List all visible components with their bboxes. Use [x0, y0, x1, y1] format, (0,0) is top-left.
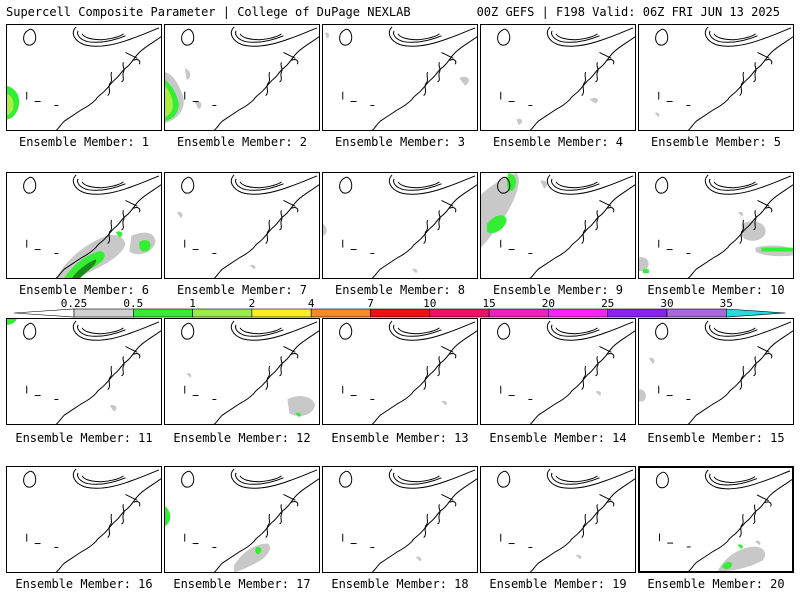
- ensemble-member-map-10[interactable]: [638, 172, 794, 279]
- member-map-svg: [165, 26, 319, 130]
- ensemble-member-map-6[interactable]: [6, 172, 162, 279]
- ensemble-member-label-17: Ensemble Member: 17: [173, 577, 311, 591]
- ensemble-member-label-3: Ensemble Member: 3: [334, 135, 466, 149]
- ensemble-member-map-9[interactable]: [480, 172, 636, 279]
- colorbar-segment-4: [251, 308, 312, 318]
- member-map-svg: [181, 320, 319, 424]
- colorbar-tick-label: 0.5: [123, 297, 144, 310]
- member-map-svg: [339, 320, 477, 424]
- ensemble-member-map-7[interactable]: [164, 172, 320, 279]
- ensemble-member-label-13: Ensemble Member: 13: [331, 431, 469, 445]
- map-title: Supercell Composite Parameter | College …: [6, 5, 411, 19]
- ensemble-member-label-4: Ensemble Member: 4: [492, 135, 624, 149]
- ensemble-member-label-15: Ensemble Member: 15: [647, 431, 785, 445]
- ensemble-member-label-2: Ensemble Member: 2: [176, 135, 308, 149]
- ensemble-member-map-11[interactable]: [6, 318, 162, 425]
- ensemble-member-map-17[interactable]: [164, 466, 320, 573]
- member-map-svg: [176, 174, 319, 278]
- colorbar-segment-9: [548, 308, 609, 318]
- ensemble-member-label-6: Ensemble Member: 6: [18, 283, 150, 297]
- member-map-svg: [323, 174, 477, 278]
- colorbar-tick-label: 0.25: [60, 297, 88, 310]
- ensemble-member-label-19: Ensemble Member: 19: [489, 577, 627, 591]
- member-map-svg: [639, 174, 793, 278]
- ensemble-member-label-7: Ensemble Member: 7: [176, 283, 308, 297]
- colorbar-tick-label: 20: [541, 297, 556, 310]
- member-map-svg: [165, 468, 319, 572]
- colorbar-tick-label: 1: [189, 297, 196, 310]
- colorbar-tick-label: 7: [367, 297, 374, 310]
- member-map-svg: [339, 468, 477, 572]
- member-map-svg: [481, 173, 635, 278]
- member-map-svg: [23, 468, 161, 572]
- member-map-svg: [324, 26, 477, 130]
- run-valid-time: 00Z GEFS | F198 Valid: 06Z FRI JUN 13 20…: [476, 5, 780, 19]
- colorbar-segment-11: [666, 308, 727, 318]
- colorbar-tick-label: 25: [601, 297, 615, 310]
- ensemble-member-label-9: Ensemble Member: 9: [492, 283, 624, 297]
- ensemble-member-label-8: Ensemble Member: 8: [334, 283, 466, 297]
- ensemble-member-map-15[interactable]: [638, 318, 794, 425]
- ensemble-member-map-16[interactable]: [6, 466, 162, 573]
- ensemble-member-map-3[interactable]: [322, 24, 478, 131]
- colorbar-segment-7: [429, 308, 490, 318]
- ensemble-member-map-2[interactable]: [164, 24, 320, 131]
- ensemble-member-label-12: Ensemble Member: 12: [173, 431, 311, 445]
- ensemble-member-label-5: Ensemble Member: 5: [650, 135, 782, 149]
- ensemble-member-map-4[interactable]: [480, 24, 636, 131]
- member-map-svg: [497, 468, 635, 572]
- ensemble-member-map-14[interactable]: [480, 318, 636, 425]
- ensemble-member-label-11: Ensemble Member: 11: [15, 431, 153, 445]
- ensemble-member-label-14: Ensemble Member: 14: [489, 431, 627, 445]
- colorbar-segment-6: [370, 308, 431, 318]
- ensemble-member-map-19[interactable]: [480, 466, 636, 573]
- ensemble-member-map-18[interactable]: [322, 466, 478, 573]
- member-map-svg: [23, 174, 161, 278]
- member-map-svg: [497, 320, 635, 424]
- ensemble-member-label-10: Ensemble Member: 10: [647, 283, 785, 297]
- colorbar-segment-10: [607, 308, 668, 318]
- colorbar-tick-label: 30: [660, 297, 674, 310]
- member-map-svg: [497, 26, 635, 130]
- ensemble-member-map-5[interactable]: [638, 24, 794, 131]
- colorbar-min-arrow: [13, 308, 75, 318]
- colorbar-tick-label: 10: [423, 297, 437, 310]
- ensemble-member-label-16: Ensemble Member: 16: [15, 577, 153, 591]
- ensemble-member-map-13[interactable]: [322, 318, 478, 425]
- colorbar-segment-3: [192, 308, 253, 318]
- ensemble-member-label-18: Ensemble Member: 18: [331, 577, 469, 591]
- member-map-svg: [654, 26, 793, 130]
- colorbar-tick-label: 4: [307, 297, 315, 310]
- colorbar-tick-label: 2: [248, 297, 256, 310]
- member-map-svg: [655, 469, 792, 571]
- colorbar-segment-1: [73, 308, 134, 318]
- colorbar-segment-2: [133, 308, 193, 318]
- ensemble-member-map-1[interactable]: [6, 24, 162, 131]
- member-map-svg: [7, 319, 161, 424]
- ensemble-member-map-20[interactable]: [638, 466, 794, 573]
- member-map-svg: [639, 320, 793, 424]
- colorbar-segment-5: [310, 308, 371, 318]
- colorbar-tick-label: 15: [482, 297, 496, 310]
- member-map-svg: [7, 26, 161, 130]
- ensemble-member-map-12[interactable]: [164, 318, 320, 425]
- ensemble-member-map-8[interactable]: [322, 172, 478, 279]
- ensemble-member-label-20: Ensemble Member: 20: [647, 577, 785, 591]
- ensemble-member-label-1: Ensemble Member: 1: [18, 135, 150, 149]
- colorbar-segment-12: [725, 308, 786, 318]
- colorbar-segment-8: [488, 308, 549, 318]
- scp-colorbar: [13, 308, 786, 318]
- colorbar-tick-label: 35: [719, 297, 733, 310]
